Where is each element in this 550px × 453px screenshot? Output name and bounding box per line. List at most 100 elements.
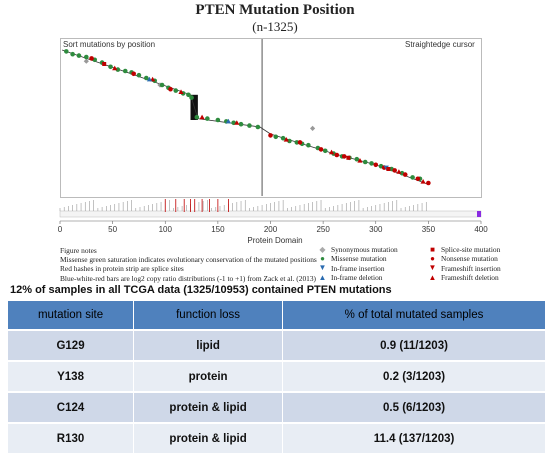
legend-item-synonymous: ◆ Synonymous mutation — [318, 245, 397, 254]
legend-column-1: ◆ Synonymous mutation ● Missense mutation … — [318, 245, 398, 282]
x-tick-label: 400 — [474, 225, 488, 234]
nonsense-mutation-point — [373, 162, 379, 168]
missense-mutation-point — [322, 148, 328, 154]
missense-mutation-point — [354, 156, 360, 162]
frameshift-deletion-point — [199, 114, 205, 120]
legend-item-inframe-insertion: ▼ In-frame insertion — [318, 264, 398, 273]
missense-mutation-point — [287, 138, 292, 144]
frameshift-deletion-marker-icon: ▲ — [428, 272, 437, 282]
nonsense-mutation-point — [402, 172, 408, 177]
x-tick-label: 100 — [159, 225, 173, 234]
cell-site: G129 — [8, 329, 135, 361]
frameshift-deletion-point — [234, 120, 240, 125]
missense-mutation-point — [410, 175, 415, 180]
inframe-insertion-marker-icon: ▼ — [318, 263, 327, 273]
protein-domain-strip — [59, 210, 482, 218]
missense-mutation-point — [186, 92, 191, 98]
legend-label: Splice-site mutation — [441, 245, 501, 255]
x-tick-label: 200 — [264, 225, 278, 234]
note-line: Blue-white-red bars are log2 copy ratio … — [60, 273, 316, 283]
cell-percent: 11.4 (137/1203) — [282, 422, 546, 453]
missense-mutation-point — [64, 49, 69, 54]
missense-mutation-point — [255, 124, 261, 130]
x-axis-label: Protein Domain — [247, 236, 303, 245]
x-tick-label: 300 — [369, 225, 383, 234]
splice-site-mutation-point — [386, 167, 391, 171]
missense-mutation-point — [173, 88, 179, 93]
chart-title: PTEN Mutation Position — [195, 2, 355, 18]
in-frame-insertion-point — [383, 165, 389, 171]
table-row: Y138 protein 0.2 (3/1203) — [8, 360, 546, 392]
cell-function: protein & lipid — [133, 391, 284, 423]
table-header-row: mutation site function loss % of total m… — [8, 301, 546, 330]
note-line: Missense green saturation indicates evol… — [60, 255, 317, 265]
legend-item-splice-site: ■ Splice-site mutation — [428, 245, 501, 254]
missense-mutation-point — [76, 53, 82, 58]
plot-area[interactable] — [60, 38, 482, 198]
legend-label: Frameshift insertion — [441, 263, 501, 273]
nonsense-mutation-point — [168, 86, 173, 92]
missense-mutation-point — [159, 82, 165, 88]
legend-item-nonsense: ● Nonsense mutation — [428, 254, 501, 263]
missense-mutation-point — [189, 95, 194, 100]
sort-by-position-label[interactable]: Sort mutations by position — [63, 40, 156, 49]
cell-percent: 0.5 (6/1203) — [282, 391, 546, 423]
nonsense-mutation-point — [131, 71, 136, 77]
legend-item-inframe-deletion: ▲ In-frame deletion — [318, 273, 398, 282]
cell-percent: 0.9 (11/1203) — [282, 329, 546, 361]
missense-mutation-point — [306, 142, 311, 148]
missense-mutation-point — [294, 140, 300, 145]
frameshift-deletion-point — [328, 149, 335, 155]
frameshift-deletion-point — [178, 89, 184, 94]
splice-site-mutation-point — [346, 155, 351, 160]
nonsense-mutation-point — [392, 168, 397, 173]
header-mutation-site: mutation site — [8, 301, 135, 330]
nonsense-mutation-point — [318, 147, 324, 152]
missense-mutation-point — [136, 72, 142, 78]
table-row: G129 lipid 0.9 (11/1203) — [8, 329, 546, 361]
frameshift-deletion-point — [283, 137, 289, 142]
missense-mutation-point — [215, 117, 221, 123]
nonsense-mutation-point — [341, 154, 347, 159]
legend-label: Frameshift deletion — [441, 273, 499, 283]
missense-mutation-point — [84, 54, 89, 60]
cell-site: C124 — [8, 391, 135, 423]
missense-mutation-point — [115, 67, 121, 72]
missense-mutation-point — [362, 159, 368, 165]
header-function-loss: function loss — [133, 301, 284, 330]
nonsense-mutation-point — [268, 133, 273, 138]
x-tick-label: 350 — [422, 225, 436, 234]
x-tick-label: 0 — [58, 225, 63, 234]
table-row: C124 protein & lipid 0.5 (6/1203) — [8, 391, 546, 423]
cell-percent: 0.2 (3/1203) — [282, 360, 546, 392]
missense-mutation-point — [70, 51, 75, 57]
nonsense-mutation-point — [89, 56, 94, 61]
chart-subtitle: (n-1325) — [252, 19, 298, 34]
header-percent-mutated: % of total mutated samples — [282, 301, 546, 330]
missense-mutation-point — [280, 135, 286, 141]
in-frame-deletion-point — [225, 118, 231, 124]
missense-mutation-point — [108, 64, 113, 70]
missense-mutation-point — [273, 134, 279, 140]
missense-mutation-point — [194, 114, 200, 120]
note-line: Figure notes — [60, 246, 97, 255]
mutation-chart: 0 50 100 150 200 250 300 350 400 — [58, 39, 488, 234]
legend-label: In-frame insertion — [331, 263, 385, 273]
legend-item-frameshift-deletion: ▲ Frameshift deletion — [428, 273, 501, 282]
legend-item-missense: ● Missense mutation — [318, 254, 398, 263]
frameshift-deletion-point — [112, 65, 118, 71]
frameshift-deletion-point — [420, 179, 426, 184]
missense-mutation-point — [238, 121, 244, 127]
mutation-table: mutation site function loss % of total m… — [8, 301, 546, 453]
cell-site: Y138 — [8, 360, 135, 392]
legend-label: Missense mutation — [331, 254, 387, 264]
legend-item-frameshift-insertion: ▼ Frameshift insertion — [428, 264, 501, 273]
note-line: Red hashes in protein strip are splice s… — [60, 264, 184, 274]
straightedge-cursor-label[interactable]: Straightedge cursor — [405, 40, 475, 49]
splice-site-mutation-point — [102, 62, 107, 66]
nonsense-mutation-point — [297, 140, 303, 145]
missense-mutation-point — [247, 123, 252, 128]
cell-function: lipid — [133, 329, 284, 361]
inframe-deletion-marker-icon: ▲ — [318, 272, 327, 282]
legend-column-2: ■ Splice-site mutation ● Nonsense mutation… — [428, 245, 501, 282]
